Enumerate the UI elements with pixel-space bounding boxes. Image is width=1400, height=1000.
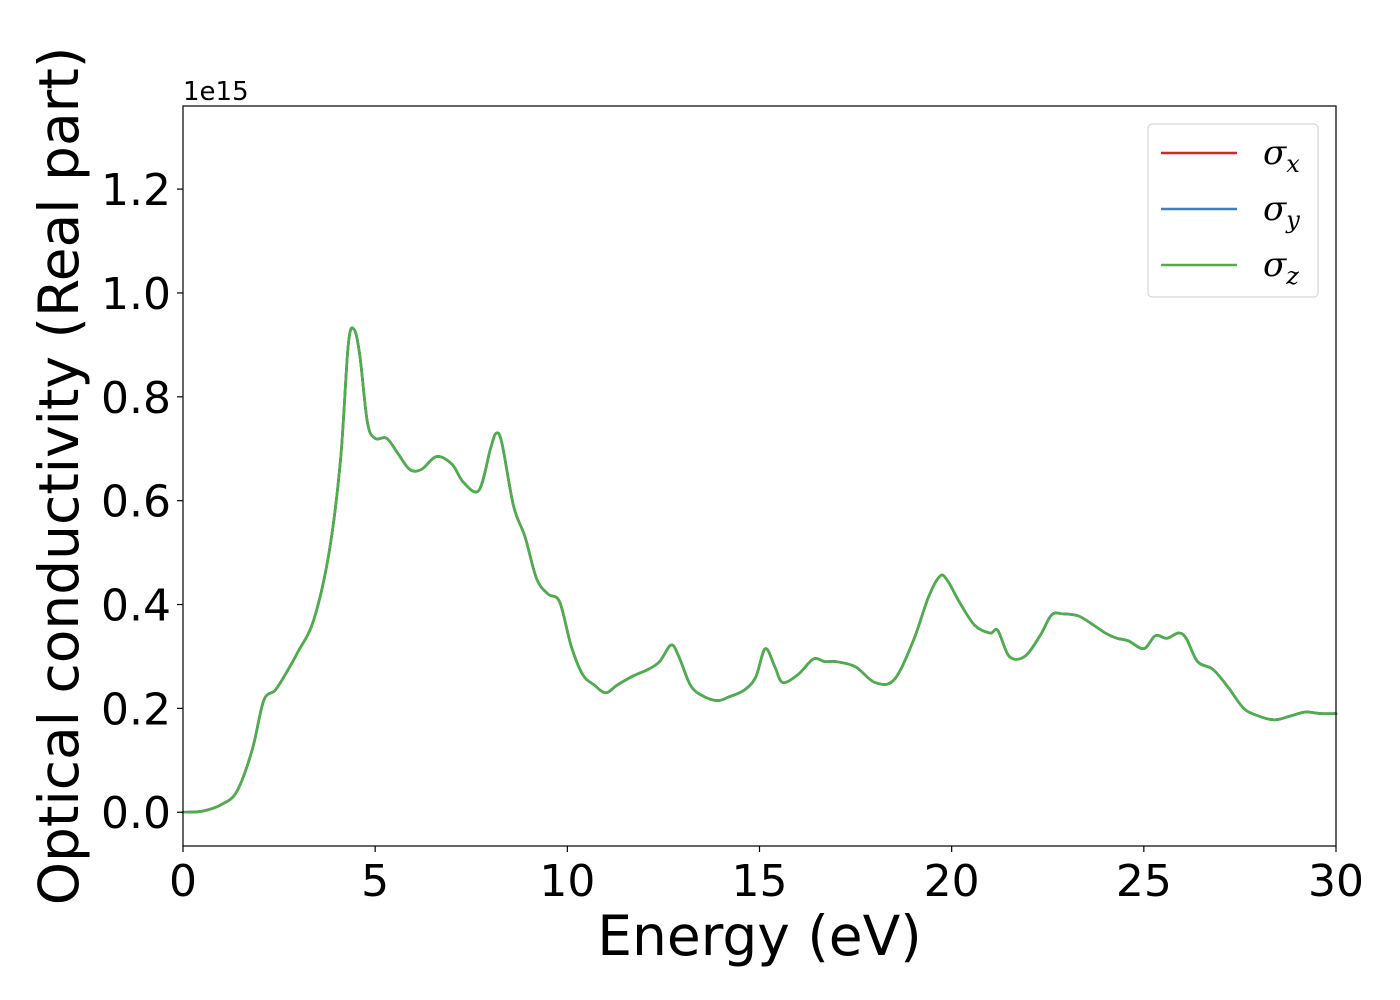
y-tick-label: 1.2 xyxy=(101,165,171,216)
y-axis-ticks: 0.0 0.2 0.4 0.6 0.8 1.0 1.2 xyxy=(101,165,183,839)
y-axis-title: Optical conductivity (Real part) xyxy=(27,47,91,906)
series-layer xyxy=(181,326,1338,814)
y-tick-label: 0.6 xyxy=(101,477,171,528)
legend-frame xyxy=(1147,123,1319,298)
x-tick-label: 30 xyxy=(1308,856,1364,907)
y-tick-label: 1.0 xyxy=(101,269,171,320)
x-tick-label: 10 xyxy=(539,856,595,907)
legend-label-y: σy xyxy=(1263,189,1300,234)
y-offset-label: 1e15 xyxy=(183,77,249,107)
x-tick-label: 25 xyxy=(1116,856,1172,907)
y-tick-label: 0.2 xyxy=(101,684,171,735)
x-tick-label: 0 xyxy=(169,856,197,907)
y-tick-label: 0.0 xyxy=(101,788,171,839)
legend-label-z: σz xyxy=(1263,245,1299,290)
x-axis-ticks: 0 5 10 15 20 25 30 xyxy=(169,846,1364,907)
y-tick-label: 0.8 xyxy=(101,373,171,424)
legend-label-x: σx xyxy=(1263,133,1300,178)
x-tick-label: 5 xyxy=(361,856,389,907)
x-axis-title: Energy (eV) xyxy=(597,904,921,968)
series-line-z xyxy=(181,326,1338,814)
y-tick-label: 0.4 xyxy=(101,581,171,632)
x-tick-label: 15 xyxy=(732,856,788,907)
plot-background xyxy=(183,106,1336,846)
legend: σx σy σz xyxy=(1147,123,1319,298)
x-tick-label: 20 xyxy=(924,856,980,907)
